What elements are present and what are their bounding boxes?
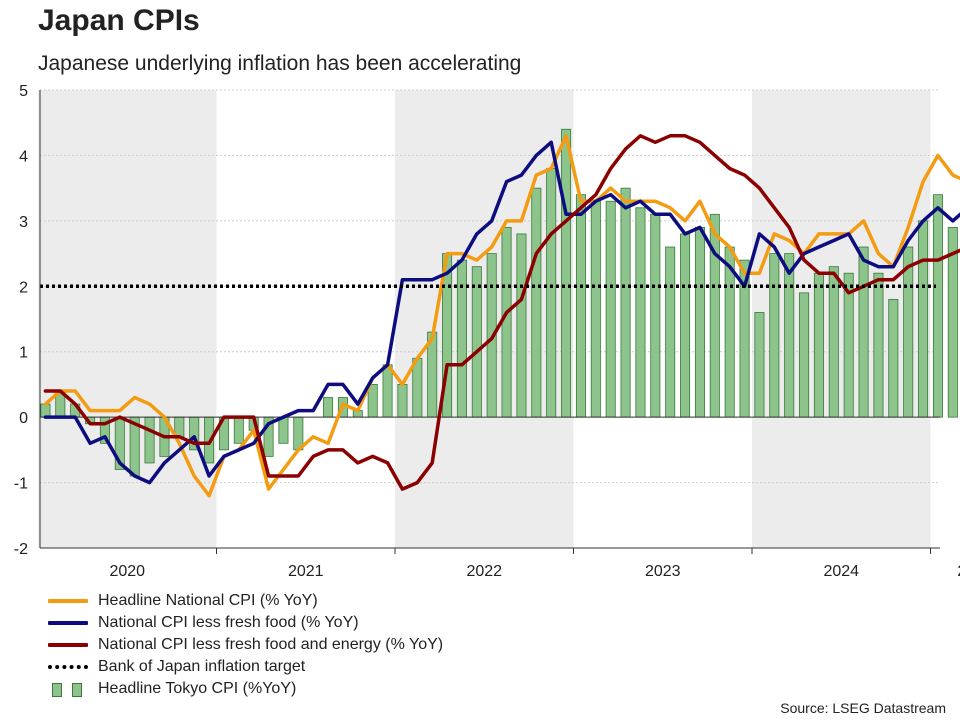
- legend-swatch: [48, 665, 88, 669]
- tokyo-cpi-bar: [650, 213, 661, 418]
- y-tick-label: 2: [19, 279, 28, 296]
- legend-item-tokyo-cpi: Headline Tokyo CPI (%YoY): [46, 678, 443, 700]
- tokyo-cpi-bar: [665, 246, 676, 418]
- tokyo-cpi-bar: [233, 416, 244, 444]
- tokyo-cpi-bar: [947, 226, 958, 418]
- series-line-1: [43, 134, 960, 498]
- series-line-2: [43, 140, 960, 485]
- tokyo-cpi-bar: [888, 298, 899, 418]
- tokyo-cpi-bar: [828, 266, 839, 418]
- tokyo-cpi-bar: [323, 397, 334, 418]
- legend-swatch: [48, 621, 88, 625]
- tokyo-cpi-bar: [456, 259, 467, 418]
- legend-swatch: [48, 599, 88, 603]
- tokyo-cpi-bar: [680, 233, 691, 418]
- legend-label: Bank of Japan inflation target: [98, 658, 306, 675]
- x-tick-label: 2024: [823, 563, 859, 580]
- chart-legend: Headline National CPI (% YoY) National C…: [46, 590, 443, 700]
- legend-item-core: National CPI less fresh food (% YoY): [46, 612, 443, 634]
- tokyo-cpi-bar: [590, 200, 601, 418]
- legend-label: National CPI less fresh food (% YoY): [98, 614, 359, 631]
- tokyo-cpi-bar: [873, 272, 884, 418]
- y-tick-label: -1: [14, 476, 28, 493]
- tokyo-cpi-bar: [813, 272, 824, 418]
- y-tick-label: 0: [19, 410, 28, 427]
- tokyo-cpi-bar: [174, 416, 185, 438]
- legend-swatch: [48, 643, 88, 647]
- tokyo-cpi-bar: [754, 312, 765, 418]
- legend-swatch: [52, 683, 62, 697]
- source-note: Source: LSEG Datastream: [780, 700, 946, 716]
- tokyo-cpi-bar: [471, 266, 482, 418]
- tokyo-cpi-bar: [769, 253, 780, 418]
- tokyo-cpi-bar: [367, 384, 378, 418]
- legend-label: National CPI less fresh food and energy …: [98, 636, 444, 653]
- series-line-3: [43, 134, 960, 491]
- tokyo-cpi-bar: [694, 226, 705, 418]
- y-tick-label: -2: [14, 541, 28, 558]
- x-tick-label: 2025: [957, 563, 960, 580]
- legend-swatch: [72, 683, 82, 697]
- tokyo-cpi-bar: [605, 200, 616, 418]
- y-tick-label: 3: [19, 214, 28, 231]
- chart-subtitle: Japanese underlying inflation has been a…: [38, 52, 522, 75]
- tokyo-cpi-bar: [799, 292, 810, 418]
- tokyo-cpi-bar: [561, 128, 572, 418]
- x-tick-label: 2022: [466, 563, 502, 580]
- year-band: [752, 90, 931, 548]
- x-tick-label: 2021: [288, 563, 324, 580]
- tokyo-cpi-bar: [903, 246, 914, 418]
- legend-item-core-core: National CPI less fresh food and energy …: [46, 634, 443, 656]
- tokyo-cpi-bar: [635, 207, 646, 418]
- tokyo-cpi-bar: [382, 364, 393, 418]
- tokyo-cpi-bar: [546, 168, 557, 418]
- tokyo-cpi-bar: [531, 187, 542, 418]
- legend-label: Headline Tokyo CPI (%YoY): [98, 680, 297, 697]
- y-tick-label: 4: [19, 148, 28, 165]
- x-tick-label: 2023: [645, 563, 681, 580]
- tokyo-cpi-bar: [516, 233, 527, 418]
- chart-plot: 5 4 3 2 1 0 -1 -2 2020 2021 2022 2023 2024 2025: [14, 83, 960, 580]
- legend-item-headline-national: Headline National CPI (% YoY): [46, 590, 443, 612]
- legend-item-boj-target: Bank of Japan inflation target: [46, 656, 443, 678]
- x-tick-label: 2020: [109, 563, 145, 580]
- legend-label: Headline National CPI (% YoY): [98, 592, 318, 609]
- tokyo-cpi-bar: [144, 416, 155, 464]
- tokyo-cpi-bar: [784, 253, 795, 418]
- y-tick-label: 1: [19, 345, 28, 362]
- chart-title: Japan CPIs: [38, 4, 200, 37]
- tokyo-cpi-bar: [575, 194, 586, 418]
- tokyo-cpi-bar: [501, 226, 512, 418]
- tokyo-cpi-bar: [843, 272, 854, 418]
- tokyo-cpi-bar: [858, 246, 869, 418]
- tokyo-cpi-bar: [40, 403, 51, 418]
- y-tick-label: 5: [19, 83, 28, 100]
- tokyo-cpi-bar: [918, 220, 929, 418]
- year-band: [38, 90, 217, 548]
- tokyo-cpi-bar: [278, 416, 289, 444]
- tokyo-cpi-bar: [397, 384, 408, 418]
- tokyo-cpi-bar: [620, 187, 631, 418]
- tokyo-cpi-bar: [932, 194, 943, 418]
